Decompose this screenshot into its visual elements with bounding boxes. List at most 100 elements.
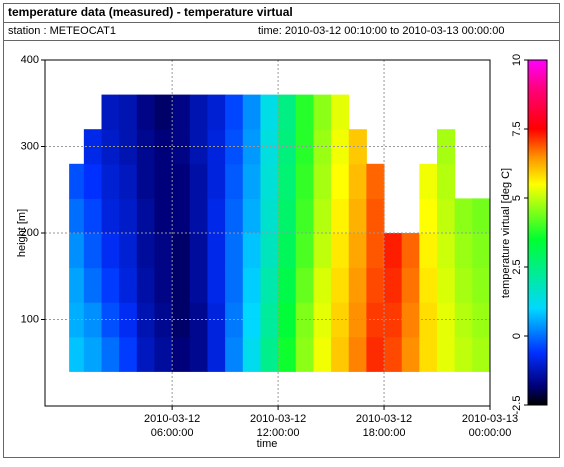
cell xyxy=(472,336,491,372)
cell xyxy=(472,267,491,303)
cell xyxy=(69,198,85,234)
cell xyxy=(69,267,85,303)
cell xyxy=(119,267,138,303)
cell xyxy=(331,233,350,269)
cell xyxy=(278,233,297,269)
cell xyxy=(242,267,261,303)
cell xyxy=(278,198,297,234)
x-tick-label: 2010-03-12 xyxy=(144,413,200,425)
cell xyxy=(331,94,350,130)
cell xyxy=(260,267,279,303)
cell xyxy=(348,336,367,372)
cell xyxy=(260,336,279,372)
cell xyxy=(136,267,155,303)
period: time: 2010-03-12 00:10:00 to 2010-03-13 … xyxy=(258,25,504,37)
x-tick-label: 2010-03-13 xyxy=(462,413,518,425)
colorbar-tick-label: 2.5 xyxy=(511,259,523,274)
colorbar-tick-label: -2.5 xyxy=(511,396,523,415)
cell xyxy=(278,129,297,165)
cell xyxy=(207,198,226,234)
cell xyxy=(295,336,314,372)
cell xyxy=(69,302,85,338)
cell xyxy=(313,163,332,199)
cell xyxy=(172,198,191,234)
plot-border xyxy=(44,59,491,407)
cell xyxy=(83,163,103,199)
cell xyxy=(366,163,385,199)
x-tick-label: 2010-03-12 xyxy=(356,413,412,425)
cell xyxy=(419,233,438,269)
cell xyxy=(384,267,403,303)
cell xyxy=(172,94,191,130)
cell xyxy=(260,163,279,199)
cell xyxy=(437,163,456,199)
cell xyxy=(83,336,103,372)
cell xyxy=(419,198,438,234)
cell xyxy=(119,163,138,199)
y-tick-label: 100 xyxy=(21,313,39,325)
cell xyxy=(136,233,155,269)
cell xyxy=(207,302,226,338)
cell xyxy=(83,129,103,165)
cell xyxy=(154,129,173,165)
cell xyxy=(242,302,261,338)
cell xyxy=(207,336,226,372)
cell xyxy=(454,302,473,338)
cell xyxy=(366,198,385,234)
cell xyxy=(154,267,173,303)
cell xyxy=(69,336,85,372)
y-tick-label: 200 xyxy=(21,227,39,239)
cell xyxy=(242,198,261,234)
cell xyxy=(207,267,226,303)
cell xyxy=(172,336,191,372)
cell xyxy=(295,267,314,303)
y-tick-label: 300 xyxy=(21,140,39,152)
cell xyxy=(69,233,85,269)
cell xyxy=(331,163,350,199)
cell xyxy=(207,94,226,130)
cell xyxy=(101,267,120,303)
cell xyxy=(295,163,314,199)
cell xyxy=(83,302,103,338)
cell xyxy=(119,198,138,234)
cell xyxy=(419,336,438,372)
cell xyxy=(437,267,456,303)
cell xyxy=(207,163,226,199)
cell xyxy=(242,336,261,372)
cell xyxy=(331,198,350,234)
cell xyxy=(260,94,279,130)
cell xyxy=(225,336,244,372)
cell xyxy=(295,302,314,338)
cell xyxy=(260,198,279,234)
cell xyxy=(295,233,314,269)
cell xyxy=(101,198,120,234)
cell xyxy=(295,198,314,234)
cell xyxy=(119,94,138,130)
cell xyxy=(313,336,332,372)
title: temperature data (measured) - temperatur… xyxy=(8,5,293,19)
cell xyxy=(83,233,103,269)
cell xyxy=(154,336,173,372)
colorbar xyxy=(527,59,548,406)
cell xyxy=(119,129,138,165)
heatmap xyxy=(69,94,491,372)
cell xyxy=(136,198,155,234)
y-tick-label: 400 xyxy=(21,54,39,66)
cell xyxy=(278,163,297,199)
cell xyxy=(225,163,244,199)
x-axis-label: time xyxy=(257,438,278,450)
cell xyxy=(154,198,173,234)
cell xyxy=(454,198,473,234)
cell xyxy=(331,267,350,303)
colorbar-tick-label: 7.5 xyxy=(511,121,523,136)
cell xyxy=(437,233,456,269)
cell xyxy=(348,163,367,199)
cell xyxy=(242,163,261,199)
cell xyxy=(419,302,438,338)
cell xyxy=(313,267,332,303)
cell xyxy=(189,94,208,130)
cell xyxy=(119,302,138,338)
cell xyxy=(119,233,138,269)
cell xyxy=(101,336,120,372)
